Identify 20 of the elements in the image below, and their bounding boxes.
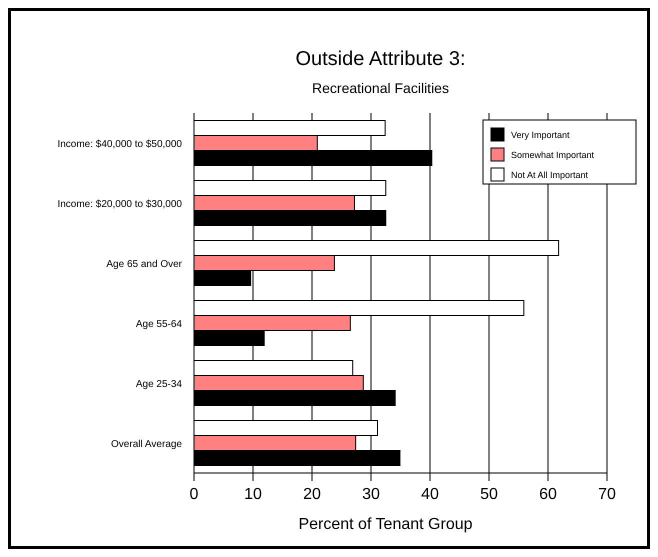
x-tick-label: 60 (539, 486, 557, 503)
legend-label: Very Important (511, 130, 570, 140)
x-tick-label: 0 (190, 486, 199, 503)
chart-title: Outside Attribute 3: (295, 48, 466, 70)
y-tick-label: Age 55-64 (136, 319, 182, 330)
x-tick-label: 20 (303, 486, 321, 503)
x-tick-label: 70 (598, 486, 616, 503)
chart-subtitle: Recreational Facilities (312, 80, 449, 96)
legend-label: Somewhat Important (511, 150, 595, 160)
y-tick-label: Income: $40,000 to $50,000 (57, 139, 182, 150)
x-tick-label: 40 (421, 486, 439, 503)
y-tick-label: Overall Average (111, 439, 182, 450)
x-tick-label: 50 (480, 486, 498, 503)
y-tick-label: Age 65 and Over (106, 259, 183, 270)
y-tick-label: Income: $20,000 to $30,000 (57, 199, 182, 210)
legend-label: Not At All Important (511, 170, 589, 180)
x-tick-label: 30 (362, 486, 380, 503)
x-axis-title: Percent of Tenant Group (298, 516, 473, 533)
y-tick-label: Age 25-34 (136, 379, 182, 390)
x-tick-label: 10 (244, 486, 262, 503)
